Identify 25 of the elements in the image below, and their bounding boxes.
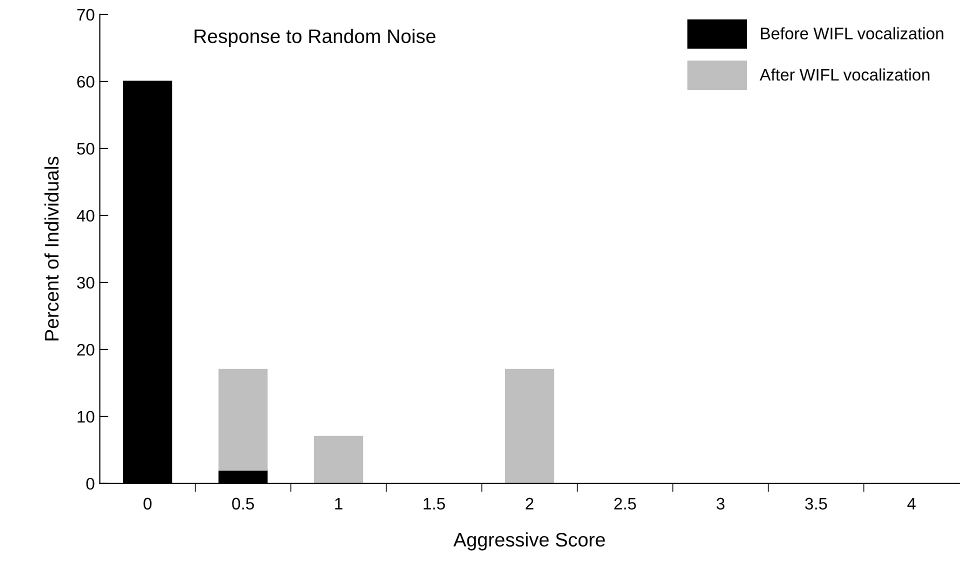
y-tick-label: 50 (77, 142, 94, 155)
y-tick-label: 60 (77, 76, 94, 88)
legend-label: After WIFL vocalization (760, 68, 930, 81)
x-tick-label: 4 (907, 498, 916, 510)
x-tick-label: 2 (526, 498, 534, 510)
y-tick-label: 20 (77, 344, 94, 356)
bar (504, 368, 554, 484)
y-axis-title: Percent of Individuals (44, 156, 59, 340)
y-tick-label: 30 (77, 276, 94, 289)
y-tick-label: 10 (78, 410, 94, 423)
y-tick-label: 40 (76, 210, 94, 222)
x-tick-label: 3.5 (805, 498, 827, 510)
bar (314, 436, 364, 484)
bar (218, 368, 268, 471)
x-tick-label: 1.5 (424, 498, 445, 510)
x-tick-label: 2.5 (614, 498, 636, 510)
x-tick-label: 0.5 (232, 498, 254, 510)
x-axis-title: Aggressive Score (453, 532, 605, 550)
x-tick-label: 1 (335, 498, 342, 510)
x-tick-label: 3 (716, 498, 724, 510)
legend-label: Before WIFL vocalization (761, 27, 944, 40)
text: Response to Random Noise (194, 28, 436, 47)
x-tick-label: 0 (144, 498, 152, 510)
y-tick-label: 70 (77, 8, 94, 21)
y-tick-label: 0 (86, 478, 94, 490)
